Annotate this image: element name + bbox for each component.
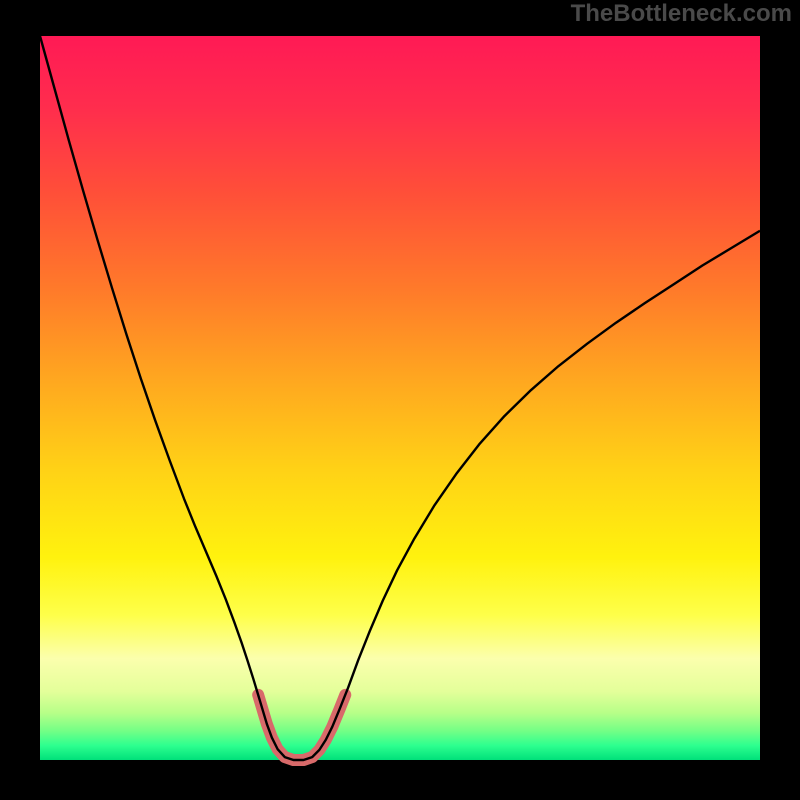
bottleneck-curve-chart [0,0,800,800]
chart-container: TheBottleneck.com [0,0,800,800]
watermark-text: TheBottleneck.com [571,2,792,26]
